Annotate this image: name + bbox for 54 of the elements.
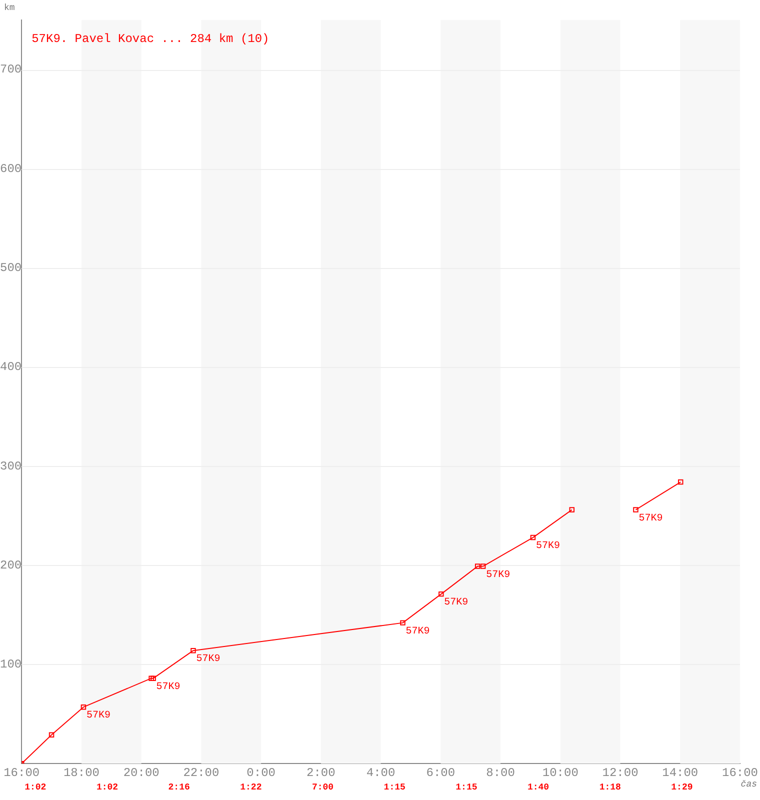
y-tick-label: 100 [0, 658, 22, 672]
point [569, 507, 574, 512]
point [48, 732, 54, 738]
point [148, 676, 154, 681]
text: 7:00 [312, 782, 334, 792]
text: 57K9. Pavel Kovac ... 284 km (10) [32, 32, 270, 46]
x-tick-label: 4:00 [366, 766, 396, 780]
annotation: 57K9 [196, 654, 220, 666]
annotation: 57K9 [444, 598, 468, 609]
point [474, 564, 480, 569]
point [480, 564, 486, 569]
x-tick-label: 8:00 [486, 766, 515, 780]
x-axis-title: čas [740, 779, 757, 790]
point [150, 676, 156, 681]
annotation: 57K9 [156, 682, 180, 693]
text: 1:22 [240, 782, 262, 792]
text: 1:18 [599, 782, 621, 792]
point [438, 591, 444, 597]
text: 1:02 [24, 782, 46, 792]
text: 1:15 [384, 782, 406, 792]
x-tick-label: 12:00 [602, 766, 638, 780]
y-tick-label: 300 [0, 459, 22, 474]
x-tick-label: 0:00 [246, 766, 276, 780]
point [190, 648, 196, 654]
x-tick-label: 2:00 [306, 766, 336, 780]
point [530, 534, 536, 540]
y-tick-label: 400 [0, 360, 22, 374]
x-tick-label: 10:00 [542, 766, 578, 780]
text: 1:15 [456, 782, 478, 792]
x-tick-label: 16:00 [4, 766, 40, 780]
annotation: 57K9 [486, 570, 510, 581]
text: 2:16 [168, 782, 190, 792]
x-tick-label: 14:00 [662, 766, 698, 780]
point [80, 704, 86, 710]
point [400, 620, 406, 626]
x-tick-label: 18:00 [63, 766, 100, 780]
text: 1:40 [527, 782, 550, 792]
text: 1:29 [671, 782, 693, 792]
x-tick-label: 16:00 [722, 766, 758, 780]
annotation: 57K9 [86, 710, 110, 722]
y-tick-label: 700 [0, 62, 22, 77]
point [678, 479, 684, 485]
x-tick-label: 22:00 [183, 766, 220, 780]
y-tick-label: 600 [0, 162, 22, 176]
annotation: 57K9 [638, 513, 663, 524]
annotation: 57K9 [406, 626, 430, 638]
y-tick-label: 500 [0, 261, 22, 276]
x-tick-label: 6:00 [426, 766, 456, 780]
y-axis-title: km [4, 2, 15, 13]
annotation: 57K9 [536, 541, 560, 552]
text: 1:02 [96, 782, 118, 792]
point [633, 507, 638, 512]
x-tick-label: 20:00 [123, 766, 160, 780]
y-tick-label: 200 [0, 558, 22, 572]
